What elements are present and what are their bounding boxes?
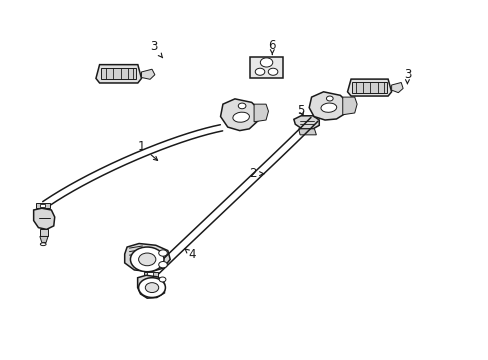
Polygon shape bbox=[308, 92, 347, 120]
Text: 4: 4 bbox=[184, 248, 195, 261]
Polygon shape bbox=[293, 116, 319, 129]
Text: 6: 6 bbox=[268, 39, 276, 54]
Circle shape bbox=[145, 283, 159, 293]
Polygon shape bbox=[347, 79, 391, 96]
Polygon shape bbox=[147, 273, 153, 276]
Polygon shape bbox=[34, 208, 55, 229]
Circle shape bbox=[138, 253, 156, 266]
Text: 2: 2 bbox=[249, 167, 264, 180]
Polygon shape bbox=[40, 229, 48, 237]
Polygon shape bbox=[41, 204, 45, 207]
Circle shape bbox=[130, 247, 163, 272]
Circle shape bbox=[159, 261, 167, 268]
Polygon shape bbox=[36, 203, 50, 208]
Polygon shape bbox=[351, 82, 386, 93]
Polygon shape bbox=[101, 68, 136, 79]
Circle shape bbox=[326, 96, 332, 101]
Text: 5: 5 bbox=[297, 104, 304, 117]
Ellipse shape bbox=[320, 103, 336, 112]
Text: 1: 1 bbox=[138, 140, 157, 161]
Ellipse shape bbox=[41, 243, 46, 246]
Text: 3: 3 bbox=[149, 40, 163, 58]
Polygon shape bbox=[40, 237, 48, 242]
Polygon shape bbox=[391, 82, 402, 93]
Polygon shape bbox=[143, 272, 158, 277]
Polygon shape bbox=[254, 104, 268, 122]
Circle shape bbox=[159, 250, 167, 256]
Polygon shape bbox=[124, 243, 170, 272]
Polygon shape bbox=[220, 99, 258, 131]
Circle shape bbox=[255, 68, 264, 75]
Polygon shape bbox=[96, 65, 141, 83]
Circle shape bbox=[268, 68, 277, 75]
Text: 3: 3 bbox=[403, 68, 410, 84]
Circle shape bbox=[159, 277, 165, 282]
Ellipse shape bbox=[232, 112, 249, 122]
Polygon shape bbox=[137, 275, 164, 298]
Circle shape bbox=[260, 58, 272, 67]
Circle shape bbox=[138, 278, 165, 297]
FancyBboxPatch shape bbox=[250, 57, 282, 78]
Polygon shape bbox=[342, 97, 356, 115]
Polygon shape bbox=[141, 69, 155, 79]
Circle shape bbox=[238, 103, 245, 109]
Polygon shape bbox=[298, 129, 316, 135]
